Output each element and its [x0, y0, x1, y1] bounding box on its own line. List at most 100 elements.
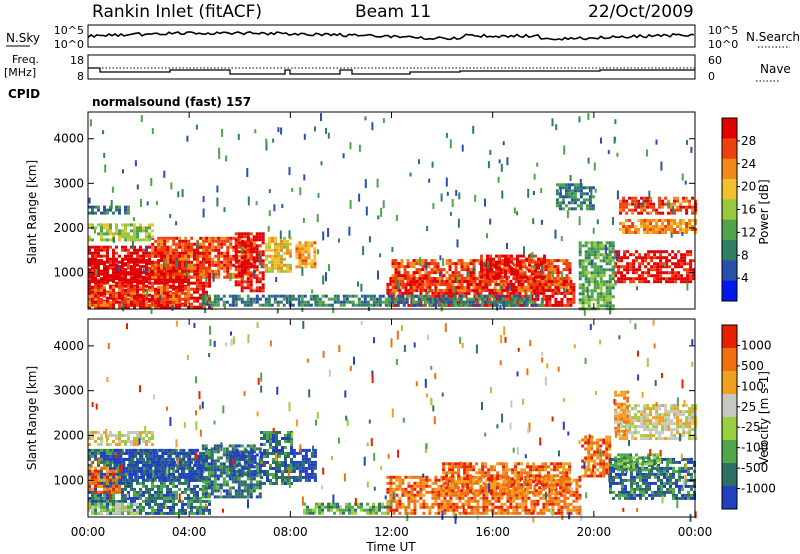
heatmap-cell [602, 292, 606, 296]
heatmap-cell [187, 275, 191, 279]
heatmap-cell [421, 274, 425, 278]
heatmap-cell [252, 238, 256, 242]
heatmap-cell [261, 253, 265, 257]
heatmap-cell [504, 269, 507, 273]
heatmap-cell [568, 289, 572, 293]
heatmap-cell [163, 281, 166, 285]
heatmap-cell [205, 266, 209, 270]
heatmap-cell [647, 274, 651, 278]
heatmap-cell [437, 294, 441, 298]
heatmap-cell [252, 259, 256, 263]
heatmap-cell [280, 254, 283, 258]
heatmap-cell [202, 272, 206, 276]
heatmap-cell [599, 274, 603, 278]
heatmap-cell [246, 241, 250, 245]
heatmap-cell [103, 457, 106, 461]
heatmap-cell [106, 254, 109, 258]
heatmap-cell [301, 256, 305, 260]
heatmap-cell [202, 248, 206, 252]
heatmap-cell [274, 236, 277, 240]
heatmap-cell [634, 225, 638, 228]
heatmap-cell [313, 250, 317, 254]
heatmap-cell [410, 291, 414, 295]
heatmap-cell [154, 496, 157, 500]
heatmap-cell [543, 257, 546, 261]
heatmap-cell [431, 291, 435, 295]
heatmap-cell [545, 303, 549, 307]
heatmap-cell [673, 219, 677, 222]
colorbar-tick-label: 24 [741, 157, 756, 171]
heatmap-cell [176, 475, 180, 479]
heatmap-cell [146, 460, 150, 464]
heatmap-cell [246, 297, 250, 301]
heatmap-cell [681, 173, 684, 181]
heatmap-cell [91, 496, 94, 500]
heatmap-cell [397, 262, 401, 266]
heatmap-cell [547, 262, 551, 266]
heatmap-cell [246, 244, 250, 248]
heatmap-cell [88, 251, 91, 255]
heatmap-cell [220, 236, 224, 240]
heatmap-cell [570, 189, 574, 193]
heatmap-cell [139, 259, 142, 263]
heatmap-cell [178, 294, 181, 298]
heatmap-cell [656, 265, 660, 269]
heatmap-cell [394, 289, 398, 293]
heatmap-cell [164, 451, 168, 455]
heatmap-cell [151, 254, 155, 258]
heatmap-cell [324, 294, 328, 298]
heatmap-cell [421, 283, 425, 287]
heatmap-cell [336, 300, 340, 304]
heatmap-cell [193, 242, 197, 246]
heatmap-cell [161, 466, 165, 470]
heatmap-cell [208, 499, 211, 503]
heatmap-cell [578, 116, 581, 123]
heatmap-cell [457, 271, 461, 275]
heatmap-cell [160, 493, 163, 497]
heatmap-cell [133, 508, 136, 512]
heatmap-cell [471, 300, 475, 304]
heatmap-cell [208, 272, 212, 276]
heatmap-cell [581, 286, 585, 290]
heatmap-cell [626, 262, 630, 266]
heatmap-cell [301, 266, 304, 276]
heatmap-cell [513, 297, 517, 301]
heatmap-cell [122, 472, 126, 476]
heatmap-cell [454, 289, 458, 293]
heatmap-cell [637, 231, 641, 234]
heatmap-cell [130, 496, 133, 500]
heatmap-cell [581, 301, 585, 305]
heatmap-cell [557, 288, 561, 292]
heatmap-cell [271, 254, 274, 258]
heatmap-cell [517, 280, 521, 284]
heatmap-cell [430, 262, 434, 266]
heatmap-cell [457, 274, 461, 278]
heatmap-cell [184, 511, 187, 515]
heatmap-cell [289, 251, 292, 255]
heatmap-cell [157, 496, 160, 500]
heatmap-cell [545, 288, 549, 292]
heatmap-cell [643, 222, 647, 225]
heatmap-cell [274, 266, 277, 270]
heatmap-cell [181, 499, 184, 503]
heatmap-cell [510, 260, 513, 264]
heatmap-cell [196, 499, 199, 503]
heatmap-cell [217, 272, 221, 276]
colorbar-segment [722, 138, 737, 160]
heatmap-cell [184, 508, 187, 512]
heatmap-cell [501, 275, 504, 279]
heatmap-cell [561, 186, 565, 190]
heatmap-cell [137, 460, 141, 464]
heatmap-cell [166, 263, 170, 267]
heatmap-cell [139, 299, 142, 303]
heatmap-cell [523, 289, 527, 293]
heatmap-cell [103, 238, 106, 242]
heatmap-cell [432, 297, 436, 301]
heatmap-cell [172, 469, 175, 473]
heatmap-cell [514, 280, 518, 284]
heatmap-cell [417, 294, 421, 298]
heatmap-cell [423, 300, 427, 304]
heatmap-cell [611, 259, 615, 263]
heatmap-cell [427, 265, 431, 269]
heatmap-cell [581, 265, 585, 269]
